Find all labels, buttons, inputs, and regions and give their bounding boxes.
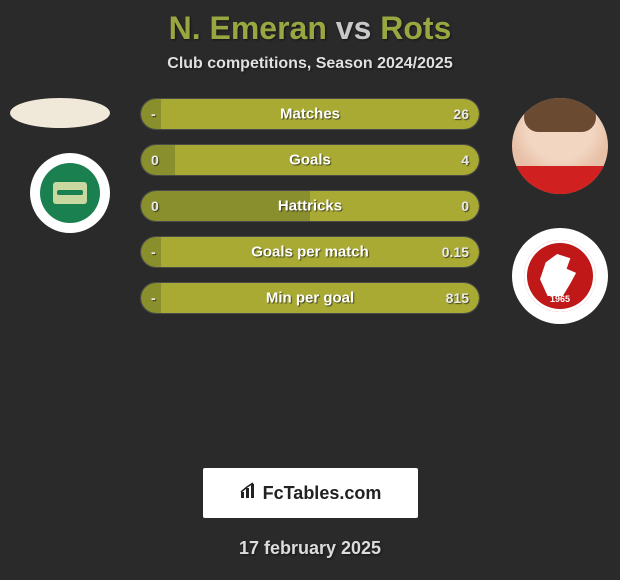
stat-row: - 815 Min per goal [140,282,480,314]
vs-label: vs [336,10,372,46]
stat-row: 0 4 Goals [140,144,480,176]
stat-value-left: 0 [151,152,159,168]
page-title: N. Emeran vs Rots [0,10,620,47]
club-year: 1965 [524,294,596,304]
player1-club-badge [30,153,110,233]
stat-label: Min per goal [266,290,354,307]
brand-text: FcTables.com [263,483,382,504]
player2-name: Rots [380,10,451,46]
brand-badge: FcTables.com [203,468,418,518]
stat-row: 0 0 Hattricks [140,190,480,222]
stat-value-left: - [151,244,156,260]
stat-label: Hattricks [278,198,342,215]
horse-icon [540,254,578,296]
stat-value-right: 4 [461,152,469,168]
stats-list: - 26 Matches 0 4 Goals 0 0 Hattricks - 0.15 Goals p… [140,98,480,328]
subtitle: Club competitions, Season 2024/2025 [0,55,620,73]
chart-icon [239,482,259,505]
stat-row: - 26 Matches [140,98,480,130]
stat-label: Goals per match [251,244,369,261]
stat-value-right: 26 [453,106,469,122]
root: N. Emeran vs Rots Club competitions, Sea… [0,0,620,559]
stat-value-right: 0 [461,198,469,214]
stat-value-left: - [151,106,156,122]
stat-value-left: - [151,290,156,306]
player1-avatar [10,98,110,128]
player1-name: N. Emeran [169,10,327,46]
stat-value-right: 815 [446,290,469,306]
stat-row: - 0.15 Goals per match [140,236,480,268]
comparison-area: 1965 - 26 Matches 0 4 Goals 0 0 Hattricks - 0.15 Go… [0,98,620,458]
stat-label: Goals [289,152,331,169]
stat-label: Matches [280,106,340,123]
player2-club-badge: 1965 [512,228,608,324]
player2-avatar [512,98,608,194]
stat-value-left: 0 [151,198,159,214]
footer-date: 17 february 2025 [0,538,620,559]
stat-value-right: 0.15 [442,244,469,260]
